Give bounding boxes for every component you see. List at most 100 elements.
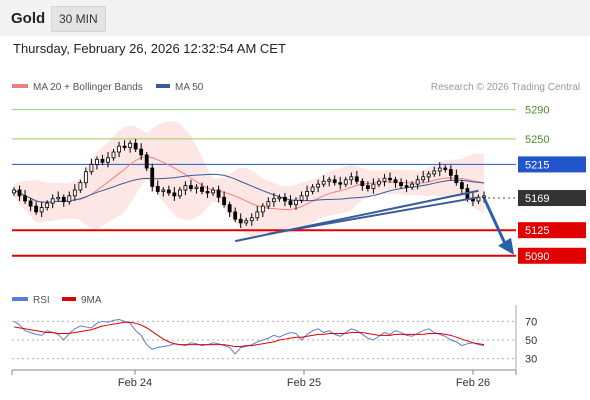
chart-datetime: Thursday, February 26, 2026 12:32:54 AM … (13, 41, 286, 56)
candle-body (205, 191, 210, 194)
candle-body (404, 185, 409, 188)
ma20-line (13, 155, 485, 210)
ma50-line (13, 173, 485, 203)
x-tick-label: Feb 24 (118, 377, 152, 389)
rsi-tick-label-50: 50 (525, 335, 537, 347)
ma50-legend-label: MA 50 (175, 82, 204, 93)
rsi-ma-legend-label: 9MA (81, 295, 102, 306)
candle-body (144, 154, 149, 169)
candle-body (117, 145, 121, 153)
candle-body (211, 189, 215, 194)
level-tag-5090 (518, 247, 586, 264)
candle-body (260, 205, 265, 213)
candle-body (393, 179, 398, 184)
candle-body (122, 145, 127, 149)
candle-body (410, 183, 415, 188)
rsi-ma-line (13, 321, 485, 348)
candle-body (222, 196, 227, 206)
trendline-2 (268, 196, 479, 235)
candle-body (321, 180, 326, 185)
candle-body (23, 195, 27, 202)
candle-body (249, 217, 254, 222)
candle-body (305, 191, 309, 197)
candle-body (399, 182, 403, 187)
candle-body (294, 199, 298, 206)
candle-body (50, 198, 55, 204)
candle-body (316, 183, 321, 188)
timeframe-button[interactable]: 30 MIN (51, 6, 106, 32)
candle-body (365, 185, 370, 189)
rsi-tick-label-30: 30 (525, 354, 537, 366)
candle-body (216, 189, 221, 198)
level-label-5290: 5290 (525, 105, 549, 117)
candle-body (332, 179, 337, 184)
candle-body (89, 164, 94, 173)
candle-body (177, 189, 182, 197)
candle-body (382, 177, 387, 182)
bollinger-bands (14, 121, 484, 238)
candle-body (343, 179, 348, 185)
candle-body (354, 176, 359, 182)
x-tick-label: Feb 26 (456, 377, 490, 389)
candle-body (100, 158, 105, 163)
candle-body (271, 198, 276, 203)
level-tag-5169 (518, 190, 586, 207)
x-axis: Feb 24 Feb 25 Feb 26 (11, 370, 517, 389)
candle-body (377, 180, 381, 185)
candle-body (299, 195, 304, 201)
candle-body (28, 200, 33, 207)
candle-body (166, 189, 171, 194)
candle-body (277, 196, 282, 200)
level-lines (12, 109, 516, 257)
candle-body (448, 169, 453, 176)
candle-body (83, 171, 88, 184)
candle-body (133, 142, 138, 150)
candles (12, 138, 486, 228)
moving-averages (13, 155, 485, 210)
candle-body (310, 186, 315, 192)
candle-body (183, 185, 188, 191)
candle-body (388, 177, 392, 181)
candle-body (72, 189, 77, 197)
candle-body (67, 195, 72, 203)
level-label-5125: 5125 (525, 225, 549, 237)
candle-body (371, 183, 376, 189)
candle-body (78, 182, 83, 191)
bollinger-band-area (14, 121, 484, 238)
candle-body (17, 189, 22, 197)
trendlines (234, 189, 514, 255)
candle-body (233, 211, 238, 220)
candle-body (194, 186, 199, 189)
candle-body (34, 205, 39, 213)
level-tag-5125 (518, 222, 586, 239)
candle-body (150, 167, 155, 187)
ma20-legend-label: MA 20 + Bollinger Bands (33, 82, 143, 93)
candle-body (139, 148, 144, 156)
instrument-title: Gold (11, 10, 46, 27)
candle-body (172, 192, 177, 197)
candle-body (283, 196, 287, 202)
candle-body (95, 158, 99, 165)
candle-body (482, 195, 486, 198)
rsi-tick-label-70: 70 (525, 316, 537, 328)
candle-body (106, 157, 110, 163)
candle-body (338, 182, 343, 185)
candle-body (459, 182, 464, 189)
level-tags: 5290 5250 5215 5169 5125 5090 (518, 105, 586, 264)
candle-body (266, 201, 271, 207)
candle-body (45, 202, 50, 208)
candle-body (61, 196, 66, 203)
candle-body (255, 211, 260, 219)
candle-body (426, 173, 431, 178)
candle-body (244, 220, 249, 224)
candle-body (288, 200, 293, 206)
level-label-5215: 5215 (525, 159, 549, 171)
candle-body (437, 167, 442, 172)
research-credit: Research © 2026 Trading Central (431, 82, 580, 93)
candle-body (227, 204, 232, 213)
rsi-legend-label: RSI (33, 295, 50, 306)
candle-body (128, 142, 133, 149)
candle-body (161, 189, 166, 192)
candle-body (443, 167, 448, 170)
